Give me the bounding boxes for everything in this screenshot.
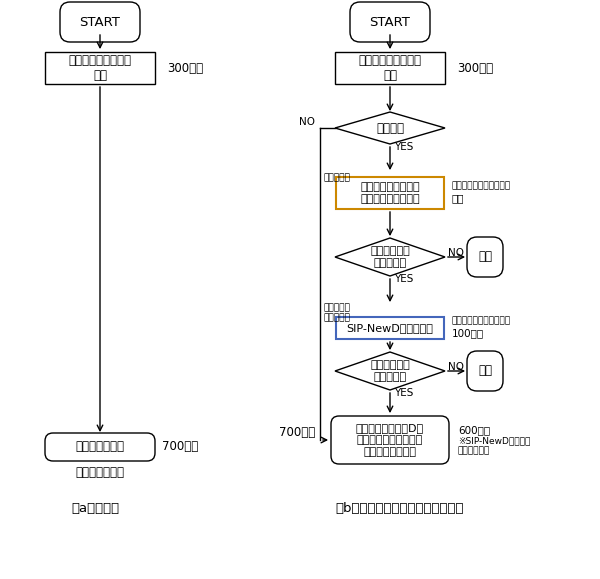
- Polygon shape: [335, 352, 445, 390]
- Text: ０円: ０円: [452, 193, 464, 203]
- Text: 100万円: 100万円: [452, 328, 484, 338]
- Text: 700万円: 700万円: [279, 426, 315, 438]
- Text: START: START: [80, 16, 121, 28]
- Text: NO: NO: [448, 248, 464, 258]
- Text: （a）　従来: （a） 従来: [71, 501, 119, 515]
- Text: （b）　本システムを利用した場合: （b） 本システムを利用した場合: [336, 501, 464, 515]
- Text: NO: NO: [448, 362, 464, 372]
- Bar: [336, 177, 444, 209]
- Text: 詳細ニューマークD法
による診断（繰り返し
三軸試験、解析）: 詳細ニューマークD法 による診断（繰り返し 三軸試験、解析）: [356, 423, 424, 457]
- FancyBboxPatch shape: [45, 433, 155, 461]
- Text: ※SIP-NewDの設定を: ※SIP-NewDの設定を: [458, 437, 530, 445]
- Text: 適用条件: 適用条件: [376, 122, 404, 134]
- Text: 700万円: 700万円: [162, 441, 198, 453]
- Bar: [336, 317, 444, 339]
- Text: 予測沈下量＞
許容沈下量: 予測沈下量＞ 許容沈下量: [370, 246, 410, 268]
- Text: 一般的な土質試験等
調査: 一般的な土質試験等 調査: [359, 54, 421, 82]
- Text: YES: YES: [394, 274, 413, 284]
- Text: 詳細診断の実施: 詳細診断の実施: [76, 441, 125, 453]
- Text: 一部利用可能: 一部利用可能: [458, 446, 490, 456]
- FancyBboxPatch shape: [350, 2, 430, 42]
- Text: 自治体職員: 自治体職員: [323, 174, 350, 182]
- Text: 特殊な土質試験: 特殊な土質試験: [76, 466, 125, 478]
- Text: 終了: 終了: [478, 365, 492, 378]
- FancyBboxPatch shape: [60, 2, 140, 42]
- FancyBboxPatch shape: [467, 237, 503, 277]
- Text: YES: YES: [394, 388, 413, 398]
- Text: 300万円: 300万円: [457, 61, 493, 75]
- Text: 一般的な土質試験等
調査: 一般的な土質試験等 調査: [68, 54, 131, 82]
- Text: サーバー版耐震診断
システムによる診断: サーバー版耐震診断 システムによる診断: [360, 182, 420, 204]
- Text: 自治体職員: 自治体職員: [323, 303, 350, 313]
- Polygon shape: [335, 112, 445, 144]
- Text: SIP-NewDによる診断: SIP-NewDによる診断: [347, 323, 433, 333]
- FancyBboxPatch shape: [467, 351, 503, 391]
- Bar: [335, 52, 445, 84]
- Text: 民間企業等: 民間企業等: [323, 313, 350, 323]
- Text: YES: YES: [394, 142, 413, 152]
- Polygon shape: [335, 238, 445, 276]
- Text: 終了: 終了: [478, 251, 492, 263]
- Text: （一次スクリーニング）: （一次スクリーニング）: [452, 181, 511, 190]
- Text: START: START: [370, 16, 410, 28]
- Text: （二次スクリーニング）: （二次スクリーニング）: [452, 317, 511, 325]
- Text: 予測沈下量＞
許容沈下量: 予測沈下量＞ 許容沈下量: [370, 360, 410, 382]
- Bar: [45, 52, 155, 84]
- Text: 600万円: 600万円: [458, 425, 490, 435]
- Text: NO: NO: [299, 117, 315, 127]
- FancyBboxPatch shape: [331, 416, 449, 464]
- Text: 300万円: 300万円: [167, 61, 203, 75]
